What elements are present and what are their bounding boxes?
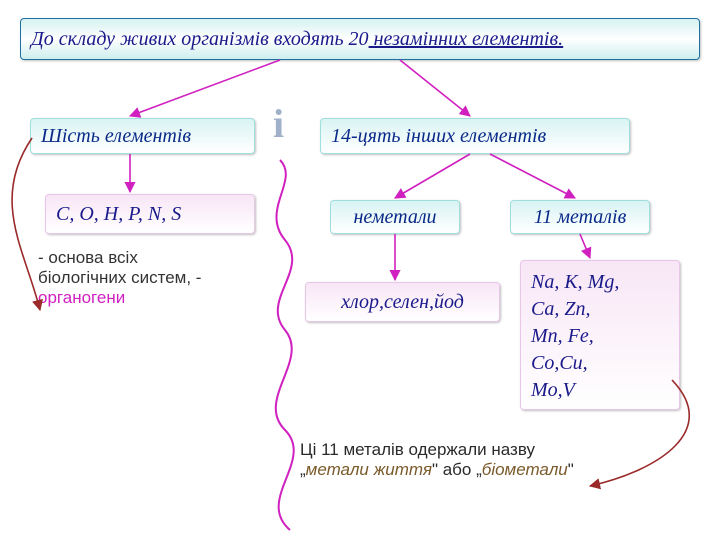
header-text: До складу живих організмів входять 20 не… xyxy=(31,28,563,51)
metal-list-text: Na, K, Mg,Ca, Zn,Mn, Fe,Co,Cu, Mo,V xyxy=(531,269,619,404)
biometals-note: Ці 11 металів одержали назву „метали жит… xyxy=(300,440,580,480)
six-elements-box: Шість елементів xyxy=(30,118,255,154)
nonmetals-box: неметали xyxy=(330,200,460,234)
organogens-note-accent: органогени xyxy=(38,288,125,307)
header-plain: До складу живих організмів входять 20 xyxy=(31,28,369,50)
i-glyph: i xyxy=(273,100,284,147)
fourteen-elements-label: 14-цять інших елементів xyxy=(331,125,546,148)
nonmetals-label: неметали xyxy=(353,206,436,229)
header-box: До складу живих організмів входять 20 не… xyxy=(20,18,700,60)
organogens-note-pre: - основа всіх біологічних систем, - xyxy=(38,248,201,287)
biometals-note-mid: " або „ xyxy=(432,460,482,479)
six-elements-label: Шість елементів xyxy=(41,125,191,148)
biometals-note-accent2: біометали xyxy=(482,460,568,479)
metal-list-box: Na, K, Mg,Ca, Zn,Mn, Fe,Co,Cu, Mo,V xyxy=(520,260,680,410)
fourteen-elements-box: 14-цять інших елементів xyxy=(320,118,630,154)
metals11-box: 11 металів xyxy=(510,200,650,234)
metals11-label: 11 металів xyxy=(534,206,627,229)
organogens-label: C, O, H, P, N, S xyxy=(56,203,181,226)
biometals-note-accent1: метали життя xyxy=(306,460,432,479)
halogens-label: хлор,селен,йод xyxy=(341,291,464,314)
biometals-note-post: " xyxy=(568,460,574,479)
organogens-box: C, O, H, P, N, S xyxy=(45,194,255,234)
halogens-box: хлор,селен,йод xyxy=(305,282,500,322)
header-underlined: незамінних елементів. xyxy=(369,28,564,50)
organogens-note: - основа всіх біологічних систем, - орга… xyxy=(38,248,228,308)
